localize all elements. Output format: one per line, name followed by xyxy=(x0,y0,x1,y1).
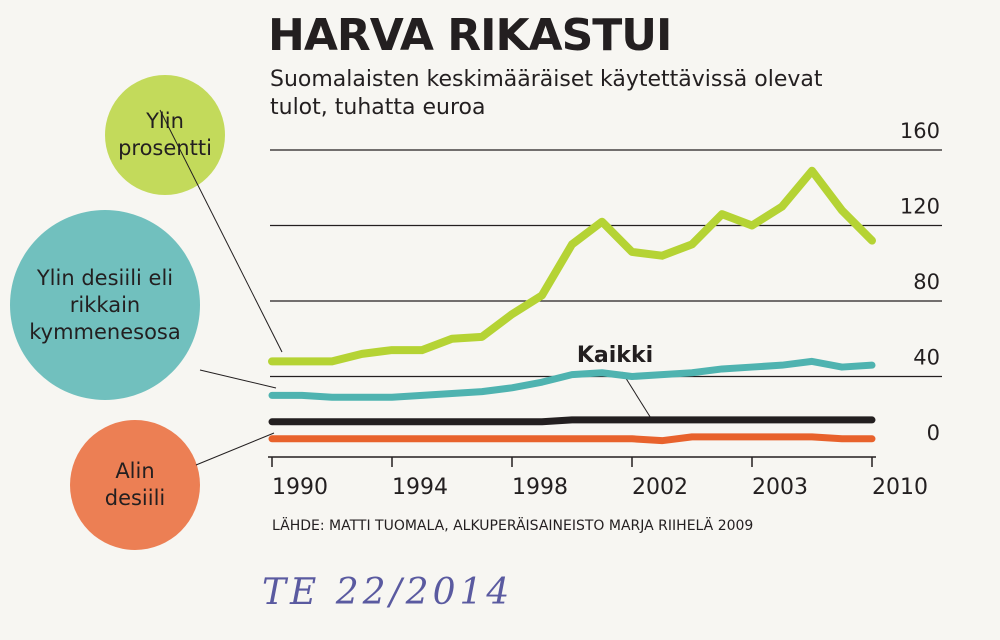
legend-connector xyxy=(621,371,653,421)
legend-label: Kaikki xyxy=(577,343,653,368)
x-tick-label: 2010 xyxy=(872,475,928,500)
legend-label: Alin desiili xyxy=(104,459,166,510)
legend-label: Ylin prosentti xyxy=(118,109,212,160)
chart-title: HARVA RIKASTUI xyxy=(268,10,672,61)
legend-connector xyxy=(159,109,283,353)
source-note: LÄHDE: MATTI TUOMALA, ALKUPERÄISAINEISTO… xyxy=(272,518,754,534)
legend-bubble xyxy=(70,420,200,550)
y-tick-label: 80 xyxy=(913,270,940,294)
x-tick-label: 2002 xyxy=(632,475,688,500)
y-tick-label: 120 xyxy=(900,195,940,219)
handwritten-note: TE 22/2014 xyxy=(262,572,514,613)
series-line xyxy=(268,357,876,401)
series-line xyxy=(268,166,876,366)
y-tick-label: 160 xyxy=(900,119,940,143)
legend-bubble xyxy=(10,210,200,400)
chart-subtitle: Suomalaisten keskimääräiset käytettäviss… xyxy=(270,67,823,120)
x-tick-label: 1994 xyxy=(392,475,448,500)
legend-label: Ylin desiili eli rikkain kymmenesosa xyxy=(29,265,181,344)
legend-bubble xyxy=(105,75,225,195)
x-tick-label: 2003 xyxy=(752,475,808,500)
series-line xyxy=(268,433,876,445)
x-tick-label: 1990 xyxy=(272,475,328,500)
series-line xyxy=(268,416,876,426)
y-tick-label: 40 xyxy=(913,346,940,370)
x-tick-label: 1998 xyxy=(512,475,568,500)
y-tick-label: 0 xyxy=(927,421,940,445)
legend-connector xyxy=(199,369,277,389)
legend-connector xyxy=(195,432,275,466)
